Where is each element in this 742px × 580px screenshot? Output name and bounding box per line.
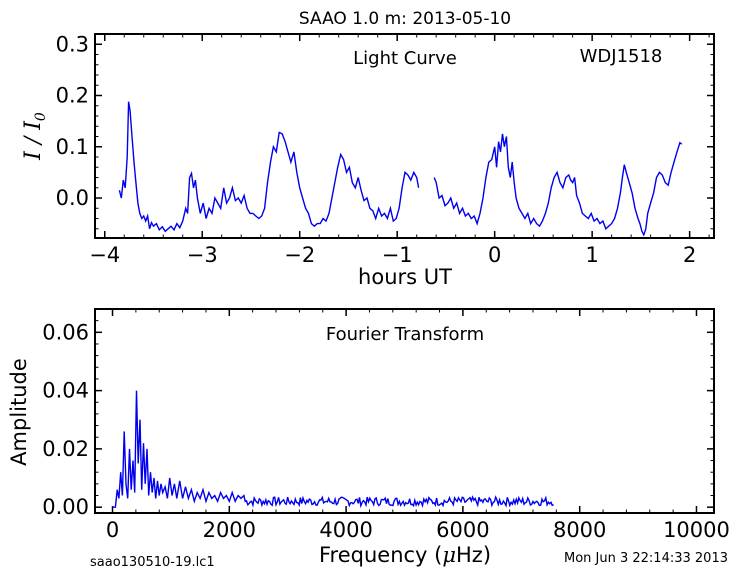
x-tick-label: −2 [284,243,315,267]
footer-timestamp: Mon Jun 3 22:14:33 2013 [564,551,728,566]
fourier-series [112,390,554,509]
footer-filename: saao130510-19.lc1 [90,555,215,570]
figure-title: SAAO 1.0 m: 2013-05-10 [299,9,511,29]
y-tick-label: 0.02 [42,437,89,461]
x-tick-label: 2000 [203,518,256,542]
y-tick-label: 0.04 [42,379,89,403]
light-curve-x-tick-labels: −4 −3 −2 −1 0 1 2 [89,243,696,267]
light-curve-series [118,101,683,237]
fourier-amplitude-line [112,390,554,509]
fourier-x-axis-label: Frequency (μHz) [319,543,491,567]
fourier-y-axis-label: Amplitude [7,358,31,466]
y-tick-label: 0.1 [56,135,89,159]
light-curve-annotation: Light Curve [353,48,457,69]
light-curve-ticks [95,33,714,238]
x-tick-label: 0 [106,518,119,542]
fourier-ticks [95,309,714,513]
y-tick-label: 0.0 [56,186,89,210]
x-tick-label: −3 [187,243,218,267]
light-curve-line [433,133,683,237]
y-tick-label: 0.2 [56,84,89,108]
light-curve-frame [94,33,715,239]
object-name: WDJ1518 [580,46,663,67]
x-tick-label: −4 [89,243,120,267]
x-tick-label: −1 [382,243,413,267]
y-tick-label: 0.06 [42,320,89,344]
light-curve-line [118,101,420,233]
svg-text:I / I0: I / I0 [21,112,49,161]
x-tick-label: 8000 [553,518,606,542]
light-curve-y-axis-label: I / I0 [21,112,49,161]
fourier-frame [94,308,715,514]
fourier-x-tick-labels: 0 2000 4000 6000 8000 10000 [106,518,730,542]
light-curve-y-tick-labels: 0.0 0.1 0.2 0.3 [56,32,89,210]
x-tick-label: 4000 [319,518,372,542]
fourier-panel: 0 2000 4000 6000 8000 10000 0.000.020.040.06 … [7,308,730,567]
y-tick-label: 0.3 [56,32,89,56]
light-curve-x-axis-label: hours UT [358,265,452,289]
x-tick-label: 6000 [436,518,489,542]
x-tick-label: 2 [683,243,696,267]
light-curve-panel: −4 −3 −2 −1 0 1 2 0.0 0.1 0.2 0.3 Light Curve WDJ… [21,32,715,289]
fourier-y-tick-labels: 0.00 0.02 0.04 0.06 [42,320,89,519]
y-tick-label: 0.00 [42,495,89,519]
fourier-annotation: Fourier Transform [326,324,484,345]
x-tick-label: 1 [585,243,598,267]
x-tick-label: 10000 [663,518,730,542]
x-tick-label: 0 [488,243,501,267]
